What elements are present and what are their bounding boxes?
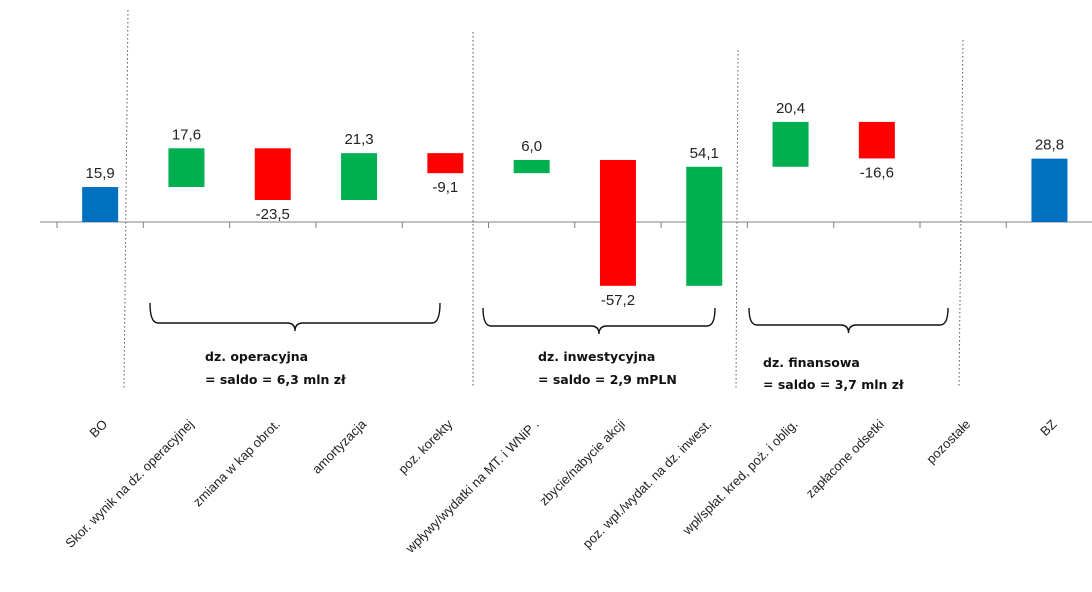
x-axis: [40, 221, 1092, 228]
value-label: 54,1: [690, 145, 719, 162]
category-label: Skor. wynik na dz. operacyjnej: [62, 416, 196, 550]
group-balance: = saldo = 3,7 mln zł: [763, 377, 904, 392]
value-label: -23,5: [256, 206, 290, 223]
group-braces: [149, 302, 949, 335]
section-separators: [123, 9, 964, 389]
value-label: 17,6: [172, 126, 201, 143]
bar: [168, 148, 205, 188]
group-title: dz. inwestycyjna: [538, 349, 655, 364]
section-separator: [735, 49, 739, 389]
bar: [341, 153, 378, 200]
bar: [858, 121, 895, 159]
group-title: dz. operacyjna: [205, 349, 308, 364]
bar: [1031, 158, 1068, 222]
section-separator: [123, 9, 129, 389]
category-label: zapłacone odsetki: [803, 416, 887, 500]
value-label: -57,2: [601, 292, 635, 309]
bar: [772, 121, 809, 167]
bar: [513, 159, 550, 174]
value-label: -9,1: [432, 179, 458, 196]
value-label: 20,4: [776, 100, 805, 117]
value-labels: 15,9 17,6 -23,5 21,3 -9,1 6,0 -57,2 54,1 20,4 -16…: [86, 100, 1065, 309]
value-label: 21,3: [344, 131, 373, 148]
value-label: 15,9: [86, 165, 115, 182]
bar: [254, 148, 291, 200]
bar: [599, 159, 636, 286]
group-brace: [482, 307, 716, 335]
section-separator: [958, 39, 964, 389]
group-balance: = saldo = 2,9 mPLN: [538, 372, 677, 387]
category-label: zmiana w kap obrot.: [190, 417, 283, 510]
bar: [82, 187, 119, 222]
bars: [82, 121, 1068, 286]
group-labels: dz. operacyjna = saldo = 6,3 mln zł dz. in…: [205, 349, 904, 392]
value-label: 6,0: [521, 138, 542, 155]
bar: [427, 153, 464, 174]
value-label: -16,6: [860, 164, 894, 181]
category-label: zbycie/nabycie akcji: [536, 416, 628, 508]
category-label: poz. korekty: [395, 416, 456, 477]
group-balance: = saldo = 6,3 mln zł: [205, 372, 346, 387]
value-label: 28,8: [1035, 137, 1064, 154]
bar: [686, 166, 723, 286]
category-label: amortyzacja: [309, 416, 370, 477]
category-label: BO: [86, 417, 110, 441]
category-label: BZ: [1037, 416, 1059, 438]
category-label: pozostałe: [923, 417, 973, 467]
group-brace: [149, 302, 441, 332]
group-title: dz. finansowa: [763, 355, 860, 370]
group-brace: [748, 307, 949, 334]
